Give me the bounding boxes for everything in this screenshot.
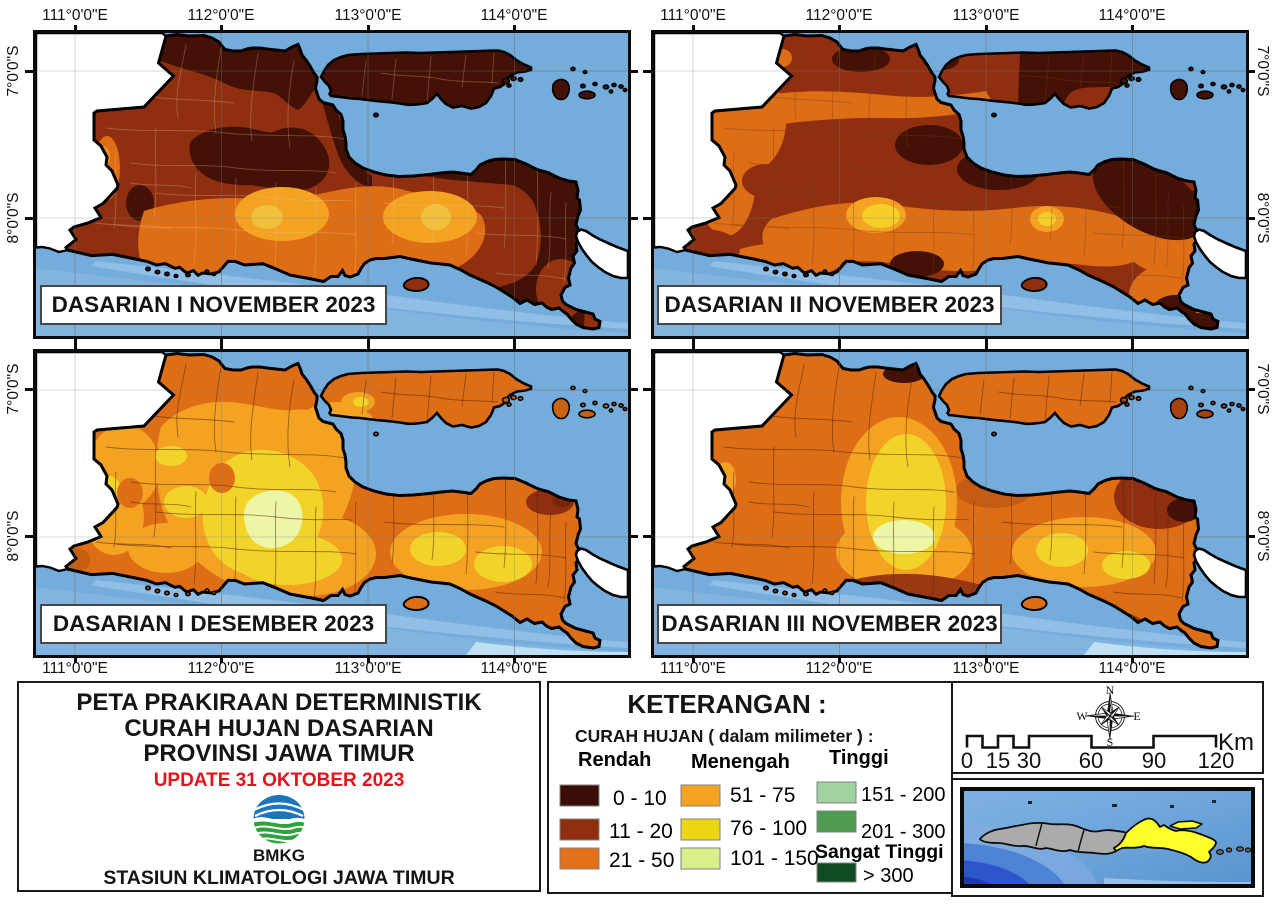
svg-text:E: E [1133,709,1140,723]
svg-text:S: S [1107,735,1114,749]
svg-text:W: W [1076,709,1088,723]
svg-text:N: N [1106,683,1115,697]
